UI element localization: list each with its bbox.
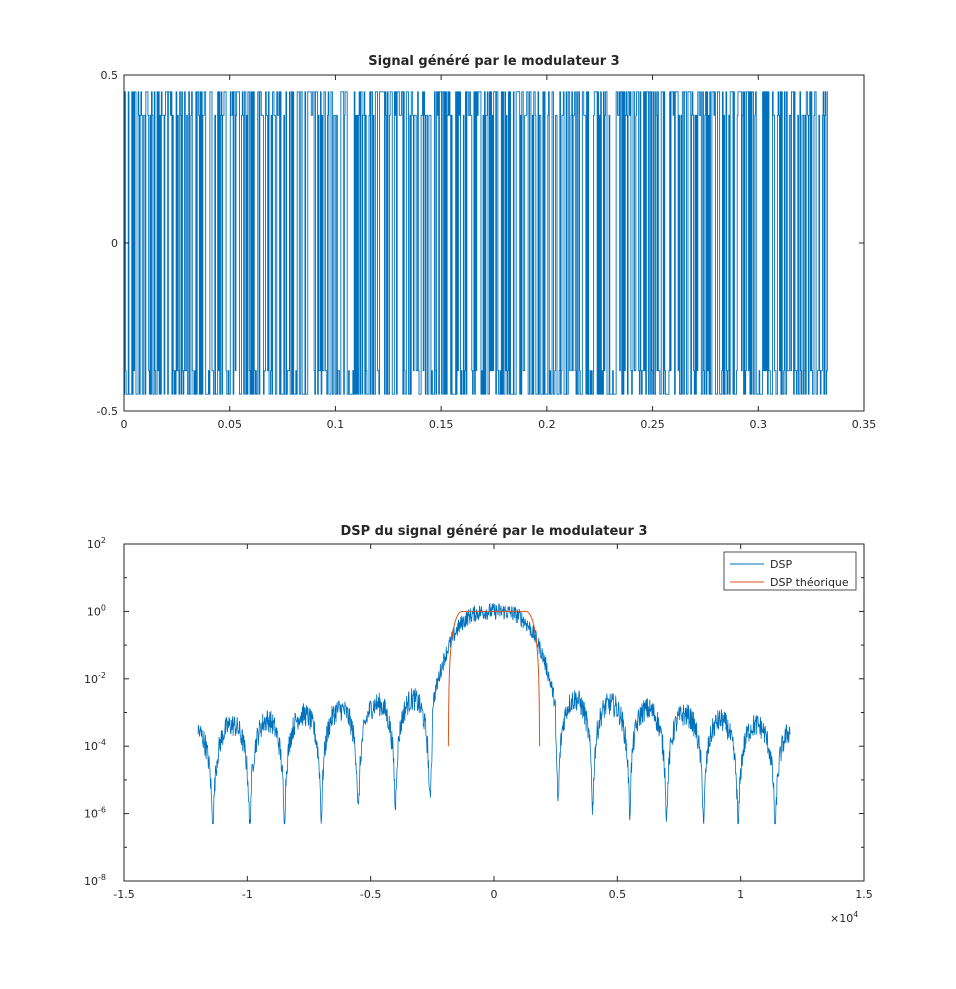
- dsp-title: DSP du signal généré par le modulateur 3: [340, 524, 647, 539]
- signal-y-tick-label: -0.5: [97, 405, 118, 418]
- dsp-y-tick-label: 10-8: [84, 873, 106, 888]
- dsp-x-tick-label: -1.5: [113, 888, 134, 901]
- dsp-x-tick-label: 1: [737, 888, 744, 901]
- signal-x-tick-label: 0: [121, 418, 128, 431]
- signal-title: Signal généré par le modulateur 3: [368, 54, 619, 69]
- legend-label-dsp: DSP: [770, 558, 792, 571]
- x-multiplier-label: ×104: [830, 910, 858, 925]
- dsp-theorique-series-line: [447, 610, 541, 747]
- signal-x-tick-label: 0.35: [852, 418, 877, 431]
- dsp-series-line: [197, 602, 791, 825]
- dsp-y-tick-label: 10-2: [84, 671, 106, 686]
- dsp-y-tick-label: 100: [87, 603, 106, 618]
- dsp-x-tick-label: 0: [491, 888, 498, 901]
- signal-x-tick-label: 0.05: [217, 418, 242, 431]
- legend-label-dsp-theorique: DSP théorique: [770, 576, 849, 589]
- dsp-y-tick-label: 10-6: [84, 806, 106, 821]
- signal-x-tick-label: 0.3: [750, 418, 768, 431]
- dsp-legend: DSP DSP théorique: [723, 551, 857, 591]
- dsp-y-tick-label: 102: [87, 536, 106, 551]
- signal-x-tick-label: 0.25: [640, 418, 665, 431]
- signal-axes: Signal généré par le modulateur 3 0 0.05 0…: [97, 54, 877, 431]
- signal-series-line: [124, 91, 829, 395]
- signal-y-tick-label: 0: [111, 237, 118, 250]
- signal-x-tick-label: 0.1: [327, 418, 345, 431]
- signal-y-tick-label: 0.5: [101, 69, 119, 82]
- dsp-axes: DSP du signal généré par le modulateur 3…: [84, 524, 873, 925]
- dsp-x-tick-label: 1.5: [855, 888, 873, 901]
- dsp-axes-box: [123, 543, 865, 882]
- dsp-x-tick-label: -0.5: [360, 888, 381, 901]
- dsp-y-tick-label: 10-4: [84, 738, 106, 753]
- signal-x-tick-label: 0.15: [429, 418, 454, 431]
- dsp-x-tick-label: 0.5: [609, 888, 627, 901]
- signal-line: [124, 91, 829, 395]
- signal-x-tick-label: 0.2: [538, 418, 556, 431]
- dsp-x-tick-label: -1: [242, 888, 253, 901]
- legend-box: [723, 551, 857, 591]
